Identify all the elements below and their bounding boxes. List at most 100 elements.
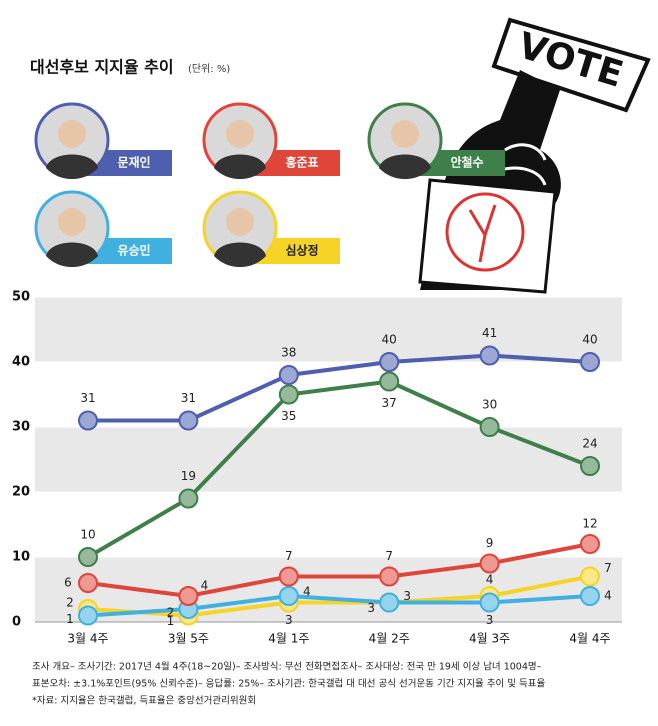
y-tick-label: 40 <box>12 355 30 370</box>
point <box>379 566 400 587</box>
data-label: 9 <box>486 536 494 550</box>
photo-body <box>46 242 98 268</box>
point <box>278 384 299 405</box>
point <box>479 592 500 613</box>
point <box>580 456 600 476</box>
footnote: 표본오차: ±3.1%포인트(95% 신뢰수준)– 응답률: 25%– 조사기관… <box>32 678 545 690</box>
point <box>278 566 299 587</box>
point <box>580 534 600 554</box>
point <box>278 365 299 385</box>
legend-label: 홍준표 <box>285 155 318 170</box>
point <box>278 586 299 606</box>
data-label: 3 <box>285 613 293 627</box>
data-label: 4 <box>486 573 494 587</box>
photo-face <box>58 208 86 236</box>
data-label: 7 <box>385 549 393 563</box>
series-line <box>88 353 591 423</box>
legend-label: 유승민 <box>117 243 150 258</box>
data-label: 10 <box>80 528 95 542</box>
photo-face <box>58 120 86 148</box>
x-tick-label: 4월 3주 <box>469 632 510 646</box>
data-label: 2 <box>167 606 175 620</box>
footnote: *자료: 지지율은 한국갤럽, 득표율은 중앙선거관리위원회 <box>32 695 256 707</box>
data-label: 38 <box>281 346 296 360</box>
stamp-mark <box>468 204 497 263</box>
data-label: 1 <box>66 612 74 626</box>
point <box>479 553 500 574</box>
stamp <box>445 192 525 272</box>
point <box>178 488 199 509</box>
data-label: 31 <box>181 391 196 405</box>
bands <box>35 296 622 623</box>
x-tick-label: 4월 1주 <box>268 632 309 646</box>
y-tick-label: 30 <box>12 420 30 435</box>
y-tick-label: 20 <box>12 485 30 500</box>
photo-face <box>391 120 419 148</box>
fingers <box>499 143 547 186</box>
x-tick-label: 3월 4주 <box>67 632 108 646</box>
data-label: 24 <box>582 437 597 451</box>
x-tick-label: 4월 4주 <box>569 632 610 646</box>
data-label: 6 <box>64 576 72 590</box>
y-tick-label: 10 <box>12 550 30 565</box>
legend-label: 문재인 <box>117 155 150 170</box>
point <box>379 352 400 372</box>
data-label: 4 <box>201 579 209 593</box>
point <box>580 566 600 587</box>
data-label: 30 <box>482 398 497 412</box>
point <box>379 592 400 613</box>
data-label: 3 <box>403 589 411 603</box>
footnote: 조사 개요– 조사기간: 2017년 4월 4주(18~20일)– 조사방식: … <box>32 661 542 673</box>
legend-label: 안철수 <box>450 155 483 170</box>
point <box>479 417 500 437</box>
point <box>580 586 600 606</box>
ballot <box>418 178 557 294</box>
data-label: 40 <box>582 333 597 347</box>
data-label: 3 <box>486 613 494 627</box>
grid-band <box>35 427 622 492</box>
series-line <box>87 574 591 618</box>
grid-band <box>35 297 622 362</box>
series-line <box>86 379 591 559</box>
data-label: 31 <box>80 391 95 405</box>
x-tick-label: 4월 2주 <box>369 632 410 646</box>
data-label: 41 <box>482 326 497 340</box>
data-label: 19 <box>181 469 196 483</box>
point <box>78 410 98 431</box>
photo-body <box>379 154 431 180</box>
data-label: 7 <box>604 561 612 575</box>
data-label: 7 <box>285 549 293 563</box>
point <box>479 345 500 366</box>
vote-illustration: VOTE <box>418 17 651 294</box>
photo-face <box>226 208 254 236</box>
photo-body <box>214 242 266 268</box>
point <box>78 605 98 626</box>
data-label: 37 <box>382 396 397 410</box>
data-label: 12 <box>582 517 597 531</box>
data-label: 4 <box>604 589 612 603</box>
data-label: 2 <box>66 596 74 610</box>
data-label: 35 <box>281 409 296 423</box>
data-label: 3 <box>367 601 375 615</box>
photo-face <box>226 120 254 148</box>
photo-body <box>214 154 266 180</box>
point <box>580 352 600 372</box>
point <box>178 586 199 606</box>
legend-label: 심상정 <box>285 243 318 258</box>
chart-title: 대선후보 지지율 추이 <box>30 58 174 77</box>
data-label: 4 <box>303 585 311 599</box>
point <box>78 547 98 567</box>
photo-body <box>46 154 98 180</box>
y-tick-label: 50 <box>12 290 30 305</box>
series-line <box>87 593 591 618</box>
data-label: 40 <box>382 333 397 347</box>
point <box>379 371 400 392</box>
point <box>178 410 199 431</box>
chart-subtitle: (단위: %) <box>188 62 230 75</box>
vote-card <box>491 17 651 113</box>
point <box>78 573 98 593</box>
y-tick-label: 0 <box>12 615 21 630</box>
series-line <box>87 542 591 599</box>
x-tick-label: 3월 5주 <box>168 632 209 646</box>
